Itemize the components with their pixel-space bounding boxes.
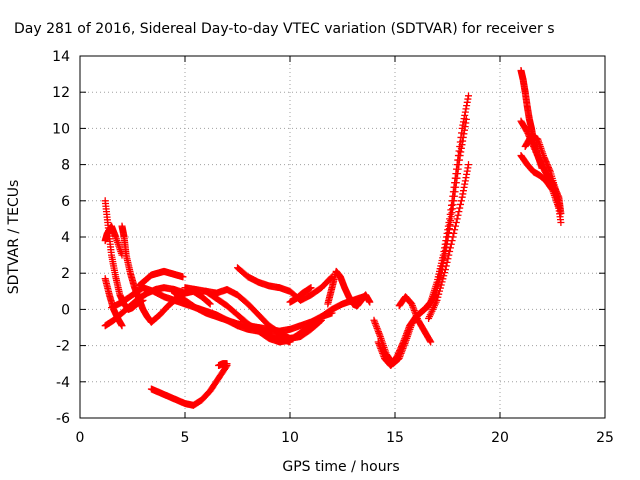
data-points <box>101 66 565 409</box>
data-track-20 <box>425 161 472 322</box>
data-track-15 <box>324 267 374 310</box>
data-point <box>465 92 472 100</box>
data-point <box>451 226 459 234</box>
x-tick-label: 0 <box>76 430 85 446</box>
data-point <box>436 287 444 295</box>
x-tick-label: 15 <box>386 430 404 446</box>
y-tick-label: 10 <box>52 121 70 137</box>
chart-title: Day 281 of 2016, Sidereal Day-to-day VTE… <box>14 21 555 37</box>
data-point <box>457 197 465 205</box>
y-tick-label: -4 <box>56 375 70 391</box>
data-point <box>557 219 565 227</box>
data-point <box>453 215 461 223</box>
data-point <box>456 204 464 212</box>
data-point <box>462 115 470 123</box>
data-track-14 <box>286 284 315 306</box>
data-point <box>452 219 460 227</box>
data-point <box>449 233 457 241</box>
data-point <box>434 293 442 301</box>
y-tick-label: 12 <box>52 85 70 101</box>
y-tick-label: -6 <box>56 411 70 427</box>
y-tick-label: 6 <box>61 194 70 210</box>
y-tick-label: 2 <box>61 266 70 282</box>
x-tick-label: 25 <box>596 430 614 446</box>
data-point <box>223 360 231 368</box>
data-point <box>455 208 463 216</box>
data-point <box>450 229 458 237</box>
x-tick-label: 10 <box>281 430 299 446</box>
y-tick-label: 14 <box>52 49 70 65</box>
data-point <box>205 299 213 307</box>
data-point <box>438 278 446 286</box>
data-track-16 <box>318 293 367 321</box>
data-point <box>457 200 465 208</box>
data-point <box>441 269 449 277</box>
data-point <box>448 237 456 245</box>
data-track-10 <box>171 289 336 335</box>
data-point <box>446 244 454 252</box>
x-tick-label: 5 <box>181 430 190 446</box>
data-point <box>307 322 315 330</box>
data-point <box>444 255 452 263</box>
y-tick-label: 8 <box>61 158 70 174</box>
data-track-24 <box>521 132 565 227</box>
data-point <box>451 222 459 230</box>
data-point <box>441 266 449 274</box>
data-point <box>436 284 444 292</box>
data-point <box>442 262 450 270</box>
data-point <box>366 298 374 306</box>
data-point <box>439 275 447 283</box>
data-point <box>465 161 472 169</box>
data-point <box>206 300 214 308</box>
data-point <box>307 284 315 292</box>
data-point <box>445 251 453 259</box>
data-point <box>446 247 454 255</box>
data-point <box>447 240 455 248</box>
data-point <box>316 317 324 325</box>
data-track-1 <box>101 222 126 259</box>
data-point <box>440 272 448 280</box>
data-point <box>306 322 314 330</box>
axis-ticks: 0 5 10 15 20 25 -6 -4 -2 0 2 4 6 8 10 12 14 <box>52 49 614 446</box>
data-point <box>205 299 213 307</box>
data-track-13 <box>234 264 336 304</box>
data-track-8 <box>147 362 231 409</box>
data-point <box>179 273 187 281</box>
data-track-6 <box>135 267 187 290</box>
y-axis-label: SDTVAR / TECUs <box>6 180 22 295</box>
data-track-19 <box>395 293 435 346</box>
y-tick-label: -2 <box>56 339 70 355</box>
data-track-5 <box>118 222 155 326</box>
data-point <box>437 281 445 289</box>
y-tick-label: 4 <box>61 230 70 246</box>
data-point <box>435 290 443 298</box>
x-tick-label: 20 <box>491 430 509 446</box>
y-tick-label: 0 <box>61 302 70 318</box>
data-point <box>433 296 441 304</box>
data-point <box>118 322 126 330</box>
grid-lines <box>80 56 605 418</box>
data-point <box>443 258 451 266</box>
data-point <box>360 293 367 301</box>
data-track-12 <box>202 287 315 346</box>
x-axis-label: GPS time / hours <box>282 459 399 475</box>
data-point <box>454 211 462 219</box>
data-track-9 <box>215 360 231 370</box>
data-point <box>427 338 435 346</box>
